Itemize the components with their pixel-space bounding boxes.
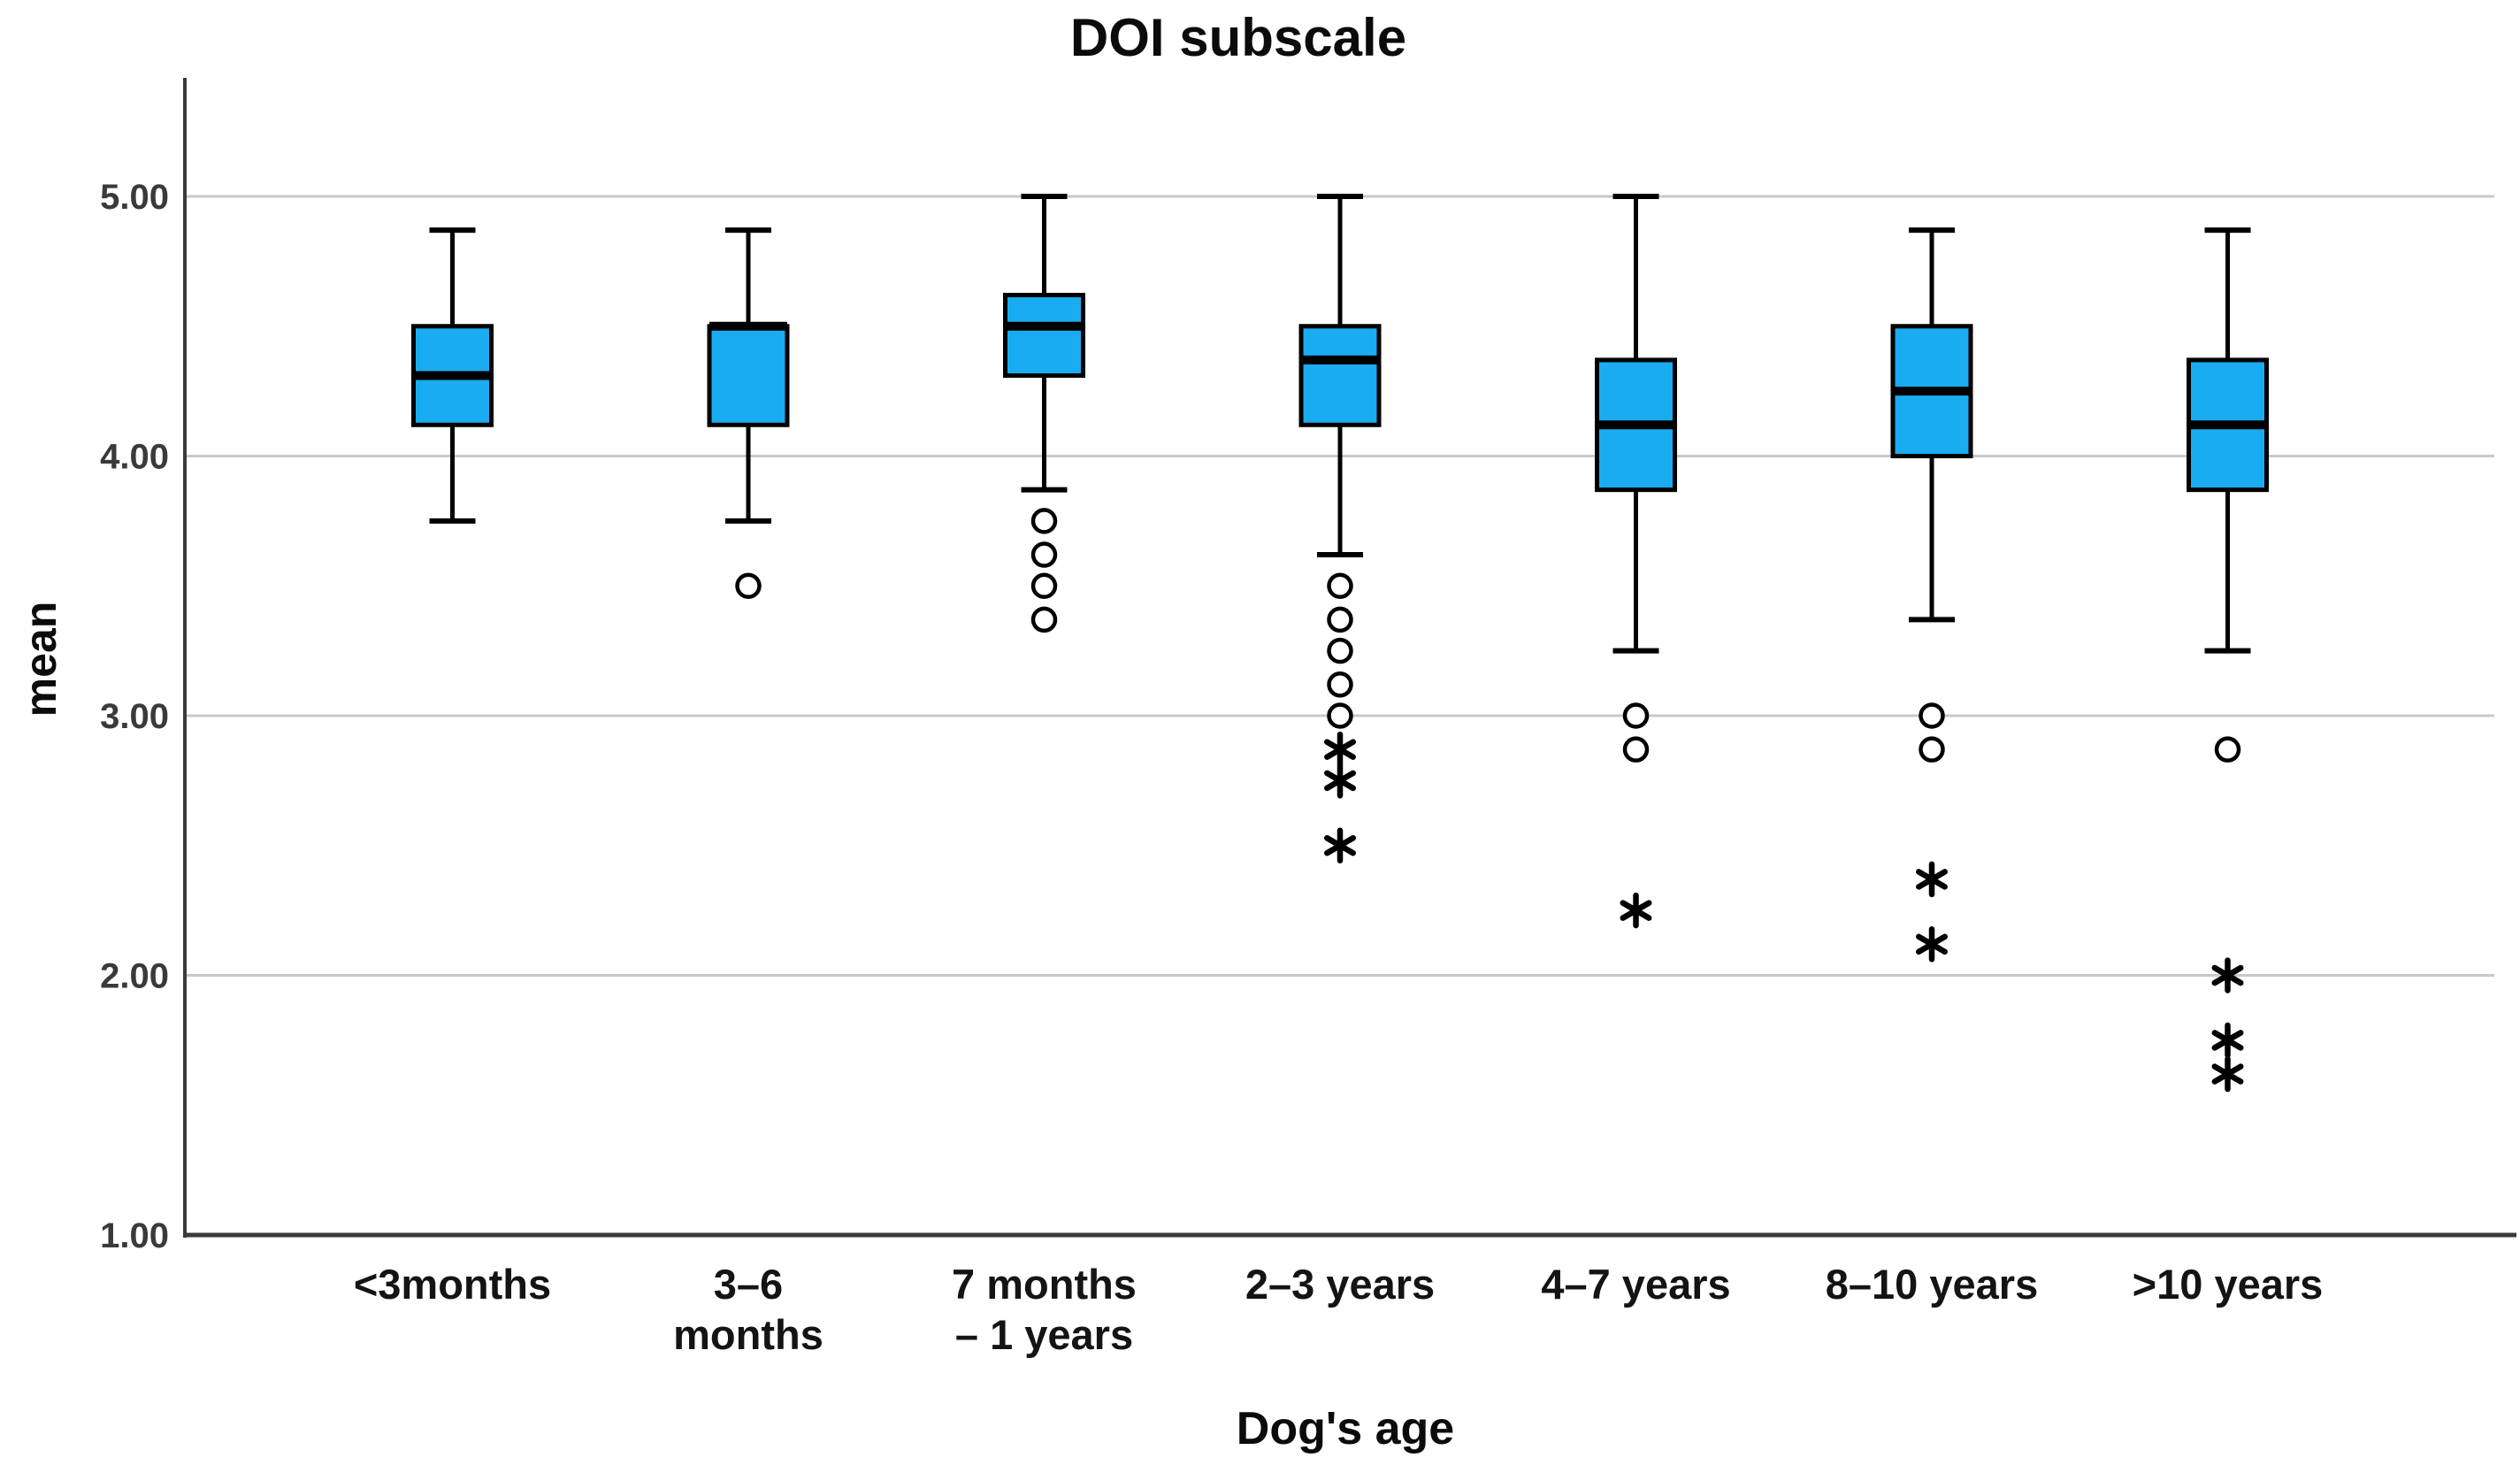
box-4 [1298, 324, 1382, 427]
outlier-circle [1030, 606, 1058, 633]
chart-title: DOI subscale [1069, 8, 1407, 67]
extreme-asterisk [2211, 1055, 2244, 1093]
outlier-circle [735, 572, 762, 599]
extreme-asterisk [1324, 827, 1356, 863]
x-tick-label: 2–3 years [1245, 1261, 1435, 1308]
box-2 [707, 324, 790, 427]
extreme-asterisk [1324, 731, 1356, 768]
y-axis-title: mean [16, 601, 65, 717]
y-tick-label: 5.00 [100, 178, 169, 217]
x-tick-label: 8–10 years [1826, 1261, 2038, 1308]
outlier-circle [1030, 541, 1058, 568]
outlier-circle [2214, 736, 2241, 763]
x-tick-label: 7 months [952, 1261, 1137, 1308]
outlier-circle [1327, 572, 1353, 599]
outlier-circle [1327, 671, 1353, 698]
y-tick-label: 2.00 [100, 957, 169, 996]
outlier-circle [1327, 637, 1353, 664]
outlier-circle [1622, 736, 1650, 763]
x-tick-label: >10 years [2133, 1261, 2324, 1308]
x-tick-label: 4–7 years [1541, 1261, 1730, 1308]
extreme-asterisk [2211, 1022, 2244, 1059]
outlier-circle [1919, 702, 1945, 729]
box-3 [1003, 293, 1085, 379]
x-axis-title: Dog's age [1236, 1403, 1455, 1454]
extreme-asterisk [1324, 763, 1356, 799]
outlier-circle [1327, 606, 1353, 633]
x-tick-label: <3months [354, 1261, 551, 1308]
outlier-circle [1030, 508, 1058, 534]
outlier-circle [1327, 702, 1353, 729]
y-tick-label: 3.00 [100, 697, 169, 736]
x-tick-label: months [673, 1311, 823, 1358]
extreme-asterisk [1620, 892, 1652, 929]
x-tick-label: 3–6 [714, 1261, 783, 1308]
extreme-asterisk [2211, 957, 2244, 994]
y-tick-label: 4.00 [100, 438, 169, 477]
extreme-asterisk [1916, 926, 1948, 963]
x-tick-label: – 1 years [955, 1311, 1133, 1358]
extreme-asterisk [1916, 861, 1948, 898]
outlier-circle [1919, 736, 1945, 763]
y-tick-label: 1.00 [100, 1216, 169, 1255]
outlier-circle [1030, 572, 1058, 599]
outlier-circle [1622, 702, 1650, 729]
